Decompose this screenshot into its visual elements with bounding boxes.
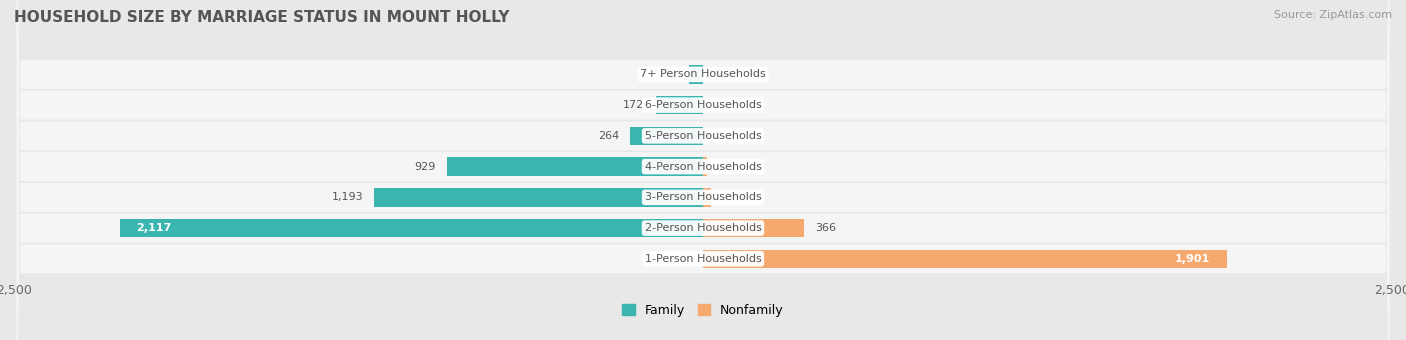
Bar — [703, 219, 804, 237]
Text: 929: 929 — [415, 162, 436, 172]
Text: 0: 0 — [714, 69, 721, 79]
Text: HOUSEHOLD SIZE BY MARRIAGE STATUS IN MOUNT HOLLY: HOUSEHOLD SIZE BY MARRIAGE STATUS IN MOU… — [14, 10, 509, 25]
Text: Source: ZipAtlas.com: Source: ZipAtlas.com — [1274, 10, 1392, 20]
Bar — [703, 188, 711, 207]
Text: 172: 172 — [623, 100, 644, 110]
Bar — [374, 188, 703, 207]
FancyBboxPatch shape — [17, 0, 1389, 340]
Text: 1,193: 1,193 — [332, 192, 363, 202]
Text: 51: 51 — [664, 69, 678, 79]
Text: 29: 29 — [723, 192, 737, 202]
Text: 366: 366 — [815, 223, 837, 233]
Text: 15: 15 — [718, 162, 733, 172]
Text: 2,117: 2,117 — [136, 223, 172, 233]
Text: 5-Person Households: 5-Person Households — [644, 131, 762, 141]
FancyBboxPatch shape — [17, 0, 1389, 340]
Bar — [447, 157, 703, 176]
Bar — [703, 250, 1227, 268]
FancyBboxPatch shape — [17, 0, 1389, 340]
Text: 7+ Person Households: 7+ Person Households — [640, 69, 766, 79]
Text: 264: 264 — [598, 131, 619, 141]
FancyBboxPatch shape — [17, 0, 1389, 340]
Text: 1-Person Households: 1-Person Households — [644, 254, 762, 264]
Bar — [689, 65, 703, 84]
FancyBboxPatch shape — [17, 0, 1389, 340]
FancyBboxPatch shape — [17, 0, 1389, 340]
Bar — [655, 96, 703, 114]
Text: 0: 0 — [714, 131, 721, 141]
Text: 6-Person Households: 6-Person Households — [644, 100, 762, 110]
Bar — [120, 219, 703, 237]
Text: 0: 0 — [714, 100, 721, 110]
Text: 4-Person Households: 4-Person Households — [644, 162, 762, 172]
Text: 1,901: 1,901 — [1175, 254, 1211, 264]
Text: 3-Person Households: 3-Person Households — [644, 192, 762, 202]
Text: 2-Person Households: 2-Person Households — [644, 223, 762, 233]
Bar — [703, 157, 707, 176]
Legend: Family, Nonfamily: Family, Nonfamily — [617, 299, 789, 322]
FancyBboxPatch shape — [17, 0, 1389, 340]
Bar — [630, 126, 703, 145]
